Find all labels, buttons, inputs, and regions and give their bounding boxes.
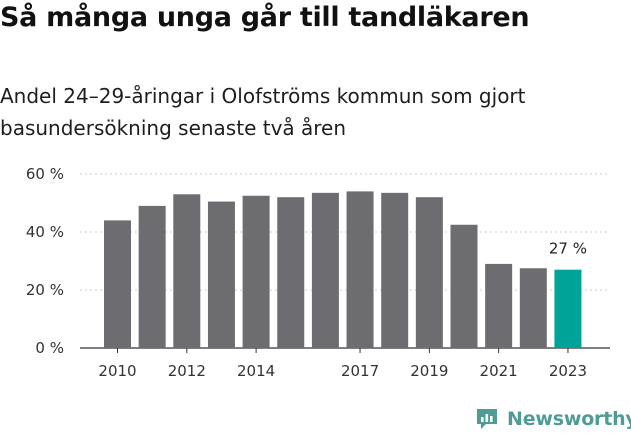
bar <box>242 195 270 348</box>
newsworthy-bar-chart-bubble-icon <box>477 409 497 429</box>
chart-subtitle: Andel 24–29-åringar i Olofströms kommun … <box>0 84 526 140</box>
y-tick-label: 60 % <box>26 165 64 183</box>
x-tick-label: 2023 <box>549 362 587 380</box>
chart-title: Så många unga går till tandläkaren <box>0 2 530 33</box>
bar <box>173 194 201 348</box>
bar-chart: 0 % 20 % 40 % 60 % 2010 2012 2014 2017 2019 2021 2… <box>26 165 610 380</box>
bar <box>138 205 166 348</box>
x-tick-label: 2014 <box>237 362 275 380</box>
bar <box>311 192 339 348</box>
bar <box>104 220 131 348</box>
y-tick-label: 20 % <box>26 281 64 299</box>
axis-labels: 0 % 20 % 40 % 60 % 2010 2012 2014 2017 2019 2021 2… <box>26 165 587 380</box>
x-tick-label: 2019 <box>410 362 448 380</box>
y-tick-label: 40 % <box>26 223 64 241</box>
bar <box>207 201 235 348</box>
x-tick-label: 2010 <box>98 362 136 380</box>
bar <box>381 192 409 348</box>
x-tick-label: 2012 <box>168 362 206 380</box>
bar-value-label: 27 % <box>549 240 587 258</box>
x-tick-label: 2017 <box>341 362 379 380</box>
bar <box>346 191 374 348</box>
bars <box>104 191 582 348</box>
x-tick-label: 2021 <box>480 362 518 380</box>
bar <box>415 197 443 348</box>
bar <box>277 197 305 348</box>
bar <box>450 224 478 348</box>
y-tick-label: 0 % <box>35 339 64 357</box>
bar <box>485 263 513 348</box>
brand-name: Newsworthy <box>507 408 631 430</box>
newsworthy-logo: Newsworthy <box>474 406 631 432</box>
bar <box>554 269 582 348</box>
bar <box>519 268 547 348</box>
